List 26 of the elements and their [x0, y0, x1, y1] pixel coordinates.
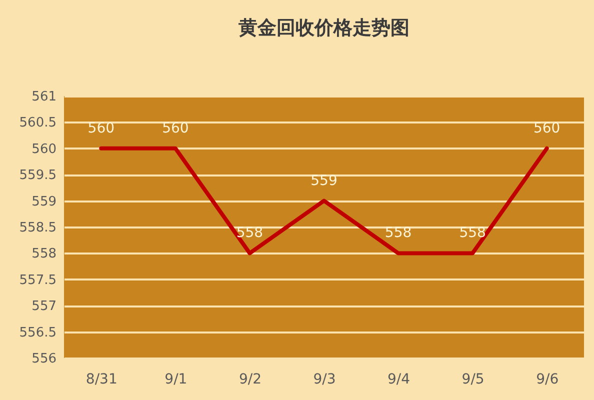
y-tick-label: 558 — [32, 246, 56, 262]
data-label: 560 — [162, 120, 189, 136]
data-label: 558 — [459, 225, 486, 242]
x-tick-label: 9/4 — [388, 372, 410, 388]
chart-title: 黄金回收价格走势图 — [238, 17, 410, 39]
y-tick-label: 559.5 — [19, 168, 56, 184]
y-tick-label: 560.5 — [19, 116, 56, 131]
y-tick-label: 556 — [32, 352, 56, 366]
y-tick-label: 558.5 — [19, 220, 56, 236]
y-tick-label: 559 — [32, 194, 56, 210]
y-tick-label: 557 — [32, 299, 56, 314]
x-tick-label: 8/31 — [86, 372, 118, 388]
data-label: 558 — [384, 225, 412, 242]
x-tick-label: 9/6 — [536, 372, 559, 388]
data-label: 560 — [533, 120, 560, 136]
x-tick-label: 9/3 — [313, 372, 336, 388]
y-tick-label: 557.5 — [19, 272, 56, 288]
x-tick-label: 9/5 — [462, 372, 484, 388]
y-tick-label: 560 — [32, 142, 56, 157]
y-tick-label: 556.5 — [19, 325, 56, 340]
x-tick-label: 9/1 — [164, 372, 188, 388]
data-label: 560 — [88, 120, 115, 136]
y-tick-label: 561 — [32, 90, 56, 104]
data-label: 558 — [236, 225, 264, 242]
data-label: 559 — [310, 172, 338, 189]
x-tick-label: 9/2 — [238, 372, 262, 388]
